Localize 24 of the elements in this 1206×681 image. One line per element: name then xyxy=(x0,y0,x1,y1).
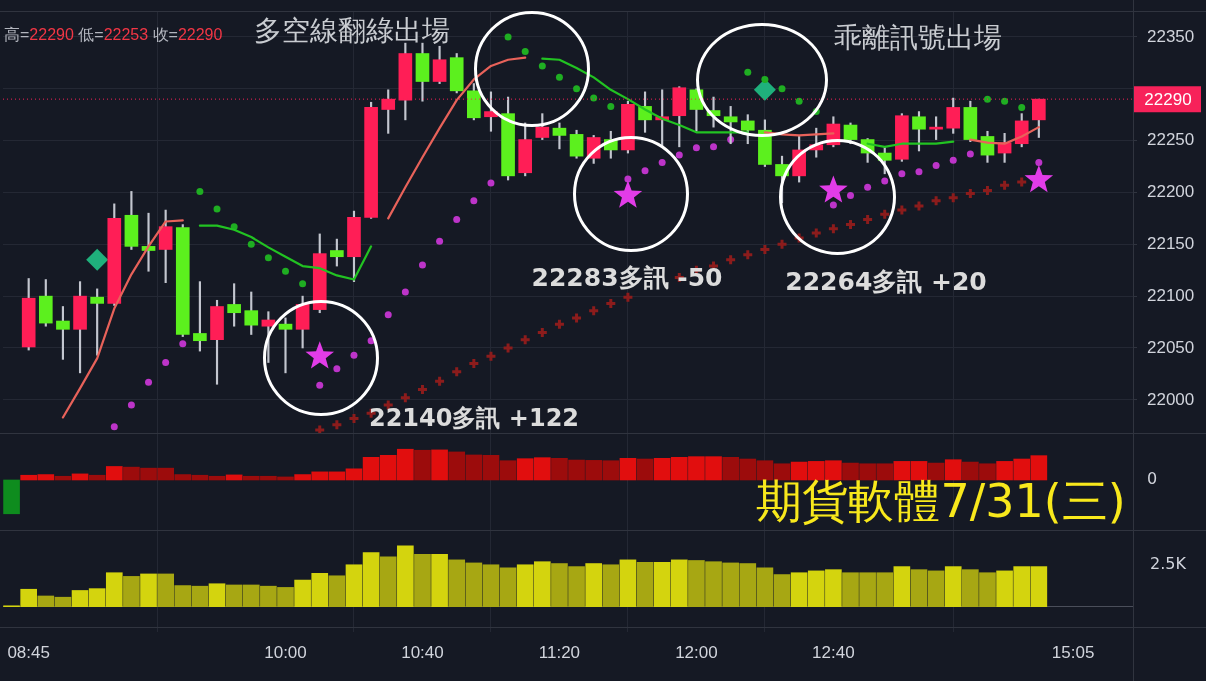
annotation: 22283多訊 -50 xyxy=(531,262,723,292)
ref-line-label: 22290 xyxy=(1144,89,1192,109)
annotation: 乖離訊號出場 xyxy=(834,21,1002,55)
x-tick-label: 15:05 xyxy=(1051,642,1095,662)
y-tick-label: 22250 xyxy=(1147,130,1195,150)
y-tick-label: 22100 xyxy=(1147,285,1195,305)
annotation: 22140多訊 +122 xyxy=(368,404,580,433)
y-tick-label: 22050 xyxy=(1147,337,1195,357)
y-tick-label: 22000 xyxy=(1147,389,1195,409)
x-tick-label: 12:40 xyxy=(812,642,855,662)
annotation: 期貨軟體7/31(三) xyxy=(756,473,1126,528)
annotation: 22264多訊 +20 xyxy=(785,266,987,296)
x-tick-label: 10:00 xyxy=(264,642,307,662)
y-tick-label: 22150 xyxy=(1147,233,1195,253)
x-tick-label: 10:40 xyxy=(401,642,444,662)
y-tick-label: 22350 xyxy=(1147,26,1195,46)
x-tick-label: 08:45 xyxy=(7,642,50,662)
annotation: 高=22290 低=22253 收=22290 xyxy=(4,26,227,44)
text: 0 xyxy=(1146,469,1158,489)
annotation: 多空線翻綠出場 xyxy=(254,14,450,48)
y-tick-label: 22200 xyxy=(1147,182,1195,202)
x-tick-label: 12:00 xyxy=(675,642,718,662)
x-tick-label: 11:20 xyxy=(538,642,581,662)
text: 2.5K xyxy=(1150,554,1187,574)
